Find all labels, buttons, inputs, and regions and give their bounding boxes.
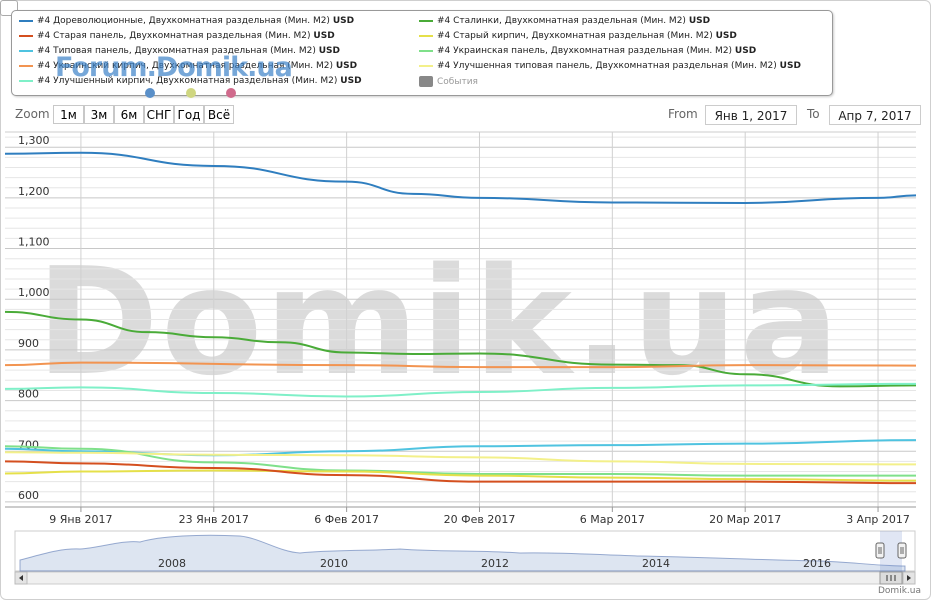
series-line-4[interactable] (4, 382, 917, 398)
y-tick-label: 900 (18, 337, 39, 350)
legend-label: #4 Украинский кирпич, Двухкомнатная разд… (37, 61, 336, 71)
legend-item-10[interactable]: События (419, 76, 478, 88)
legend-unit: USD (715, 31, 737, 41)
navigator-series (19, 534, 906, 572)
legend-swatch (19, 64, 33, 67)
navigator-handle[interactable] (897, 542, 907, 559)
to-date-input[interactable]: Апр 7, 2017 (829, 105, 921, 125)
y-tick-label: 600 (18, 489, 39, 502)
navigator-selection[interactable] (880, 531, 902, 571)
series-line-6[interactable] (4, 445, 916, 477)
legend-swatch (419, 49, 433, 52)
from-date-input[interactable]: Янв 1, 2017 (705, 105, 797, 125)
zoom-button-3[interactable]: 6м (114, 105, 144, 124)
legend-swatch (419, 76, 433, 87)
y-tick-label: 1,100 (18, 236, 50, 249)
x-tick-label: 6 Фев 2017 (314, 513, 379, 526)
legend-swatch (419, 19, 433, 22)
y-tick-label: 700 (18, 438, 39, 451)
legend-item-8[interactable]: #4 Украинская панель, Двухкомнатная разд… (419, 46, 756, 57)
legend-item-6[interactable]: #4 Сталинки, Двухкомнатная раздельная (М… (419, 16, 710, 27)
legend-label: #4 Сталинки, Двухкомнатная раздельная (М… (437, 16, 689, 26)
legend-item-1[interactable]: #4 Дореволюционные, Двухкомнатная раздел… (19, 16, 354, 27)
series-line-3[interactable] (4, 361, 917, 369)
legend-label: #4 Старый кирпич, Двухкомнатная раздельн… (437, 31, 716, 41)
legend-swatch (19, 79, 33, 82)
scrollbar-track[interactable] (14, 571, 916, 585)
zoom-button-4[interactable]: СНГ (144, 105, 174, 124)
series-line-8[interactable] (4, 469, 917, 482)
arrow-left-icon (19, 575, 23, 581)
legend-item-7[interactable]: #4 Старый кирпич, Двухкомнатная раздельн… (419, 31, 737, 42)
y-tick-label: 800 (18, 388, 39, 401)
x-tick-label: 20 Фев 2017 (444, 513, 516, 526)
legend-unit: USD (318, 46, 340, 56)
zoom-button-6[interactable]: Всё (204, 105, 234, 124)
legend-swatch (419, 64, 433, 67)
legend-item-3[interactable]: #4 Типовая панель, Двухкомнатная раздель… (19, 46, 340, 57)
legend-unit: USD (313, 31, 335, 41)
y-tick-label: 1,000 (18, 286, 50, 299)
zoom-button-1[interactable]: 1м (53, 105, 84, 124)
legend-swatch (19, 49, 33, 52)
legend-label: #4 Дореволюционные, Двухкомнатная раздел… (37, 16, 333, 26)
y-tick-label: 1,200 (18, 185, 50, 198)
zoom-button-5[interactable]: Год (174, 105, 204, 124)
arrow-right-icon (907, 575, 911, 581)
legend-label: #4 Типовая панель, Двухкомнатная раздель… (37, 46, 319, 56)
legend-item-4[interactable]: #4 Украинский кирпич, Двухкомнатная разд… (19, 61, 357, 72)
x-tick-label: 3 Апр 2017 (846, 513, 910, 526)
indicator-dot (145, 88, 155, 98)
x-tick-label: 6 Мар 2017 (580, 513, 645, 526)
series-line-1[interactable] (4, 151, 917, 204)
x-tick-label: 23 Янв 2017 (179, 513, 249, 526)
legend-label: События (437, 77, 478, 87)
series-line-7[interactable] (4, 451, 917, 466)
legend-unit: USD (335, 61, 358, 71)
x-tick-label: 9 Янв 2017 (49, 513, 112, 526)
zoom-label: Zoom (15, 107, 50, 121)
legend-item-5[interactable]: #4 Улучшенный кирпич, Двухкомнатная разд… (19, 76, 362, 87)
navigator-year-label: 2008 (158, 557, 186, 570)
navigator-year-label: 2016 (803, 557, 831, 570)
navigator-year-label: 2014 (642, 557, 670, 570)
navigator-year-label: 2012 (481, 557, 509, 570)
series-line-9[interactable] (4, 460, 917, 485)
legend-swatch (19, 34, 33, 37)
legend-unit: USD (734, 46, 757, 56)
from-label: From (668, 107, 698, 121)
credit: Domik.ua (878, 586, 921, 596)
legend: #4 Дореволюционные, Двухкомнатная раздел… (11, 10, 833, 96)
legend-label: #4 Старая панель, Двухкомнатная раздельн… (37, 31, 314, 41)
x-tick-label: 20 Мар 2017 (709, 513, 781, 526)
legend-swatch (19, 19, 33, 22)
navigator-handle[interactable] (875, 542, 885, 559)
legend-item-9[interactable]: #4 Улучшенная типовая панель, Двухкомнат… (419, 61, 801, 72)
legend-item-2[interactable]: #4 Старая панель, Двухкомнатная раздельн… (19, 31, 335, 42)
navigator-year-label: 2010 (320, 557, 348, 570)
legend-label: #4 Улучшенная типовая панель, Двухкомнат… (437, 61, 780, 71)
legend-label: #4 Улучшенный кирпич, Двухкомнатная разд… (37, 76, 341, 86)
watermark-big: Domik.ua (36, 236, 842, 408)
indicator-dot (226, 88, 236, 98)
legend-swatch (419, 34, 433, 37)
legend-unit: USD (688, 16, 711, 26)
legend-unit: USD (332, 16, 355, 26)
legend-label: #4 Украинская панель, Двухкомнатная разд… (437, 46, 735, 56)
legend-unit: USD (779, 61, 801, 71)
indicator-dot (186, 88, 196, 98)
to-label: To (807, 107, 820, 121)
legend-unit: USD (340, 76, 362, 86)
zoom-button-2[interactable]: 3м (84, 105, 114, 124)
watermark-small: Forum.Domik.ua (55, 52, 293, 83)
series-line-2[interactable] (4, 310, 917, 388)
y-tick-label: 1,300 (18, 134, 50, 147)
